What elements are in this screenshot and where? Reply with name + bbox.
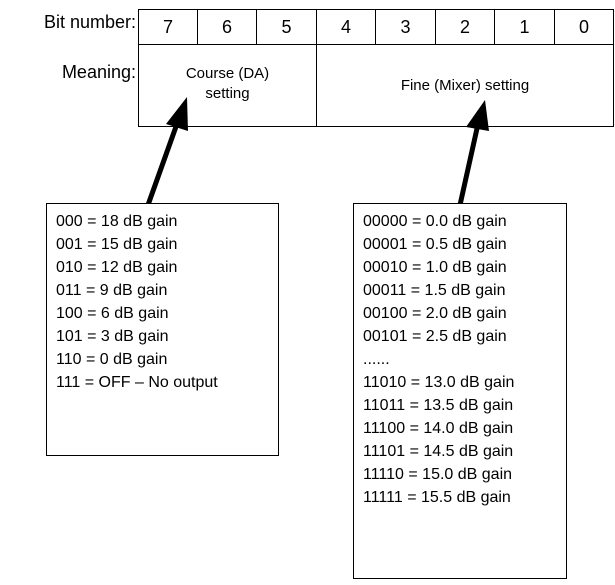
fine-gain-row: 00101 = 2.5 dB gain xyxy=(363,328,507,345)
coarse-gain-row: 011 = 9 dB gain xyxy=(56,282,168,299)
coarse-gain-row: 111 = OFF – No output xyxy=(56,374,218,391)
coarse-gain-row: 110 = 0 dB gain xyxy=(56,351,168,368)
meaning-label: Meaning: xyxy=(61,62,136,82)
bit-cell-0: 0 xyxy=(554,9,614,45)
fine-gain-row: 11111 = 15.5 dB gain xyxy=(363,489,511,506)
fine-field-label: Fine (Mixer) setting xyxy=(400,76,530,94)
coarse-field-cell: Course (DA) setting xyxy=(138,44,317,127)
fine-gain-row: 00001 = 0.5 dB gain xyxy=(363,236,507,253)
coarse-arrow-shaft xyxy=(145,120,181,206)
coarse-gain-row: 000 = 18 dB gain xyxy=(56,213,178,230)
fine-gain-row: 11100 = 14.0 dB gain xyxy=(363,420,514,437)
bit-cell-6: 6 xyxy=(197,9,257,45)
fine-gain-row: 00010 = 1.0 dB gain xyxy=(363,259,507,276)
coarse-gain-row: 010 = 12 dB gain xyxy=(56,259,178,276)
bit-cell-7: 7 xyxy=(138,9,198,45)
fine-gain-row: 11010 = 13.0 dB gain xyxy=(363,374,515,391)
bit-cell-3: 3 xyxy=(375,9,436,45)
fine-arrow-head xyxy=(466,100,489,131)
fine-gain-row: 11101 = 14.5 dB gain xyxy=(363,443,514,460)
fine-gain-row: 11110 = 15.0 dB gain xyxy=(363,466,513,483)
coarse-gain-table: 000 = 18 dB gain 001 = 15 dB gain 010 = … xyxy=(46,203,279,456)
coarse-gain-row: 100 = 6 dB gain xyxy=(56,305,169,322)
coarse-gain-row: 101 = 3 dB gain xyxy=(56,328,169,345)
fine-gain-row: 00000 = 0.0 dB gain xyxy=(363,213,507,230)
fine-gain-row: 00100 = 2.0 dB gain xyxy=(363,305,507,322)
fine-gain-ellipsis: ...... xyxy=(363,351,390,368)
bit-number-label: Bit number: xyxy=(43,12,136,32)
fine-gain-row: 00011 = 1.5 dB gain xyxy=(363,282,506,299)
fine-gain-row: 11011 = 13.5 dB gain xyxy=(363,397,514,414)
fine-arrow-shaft xyxy=(457,123,481,206)
fine-gain-table: 00000 = 0.0 dB gain 00001 = 0.5 dB gain … xyxy=(353,203,567,579)
coarse-gain-row: 001 = 15 dB gain xyxy=(56,236,178,253)
fine-field-cell: Fine (Mixer) setting xyxy=(316,44,614,127)
coarse-arrow-head xyxy=(166,97,188,131)
coarse-field-label: Course (DA) setting xyxy=(185,64,270,102)
